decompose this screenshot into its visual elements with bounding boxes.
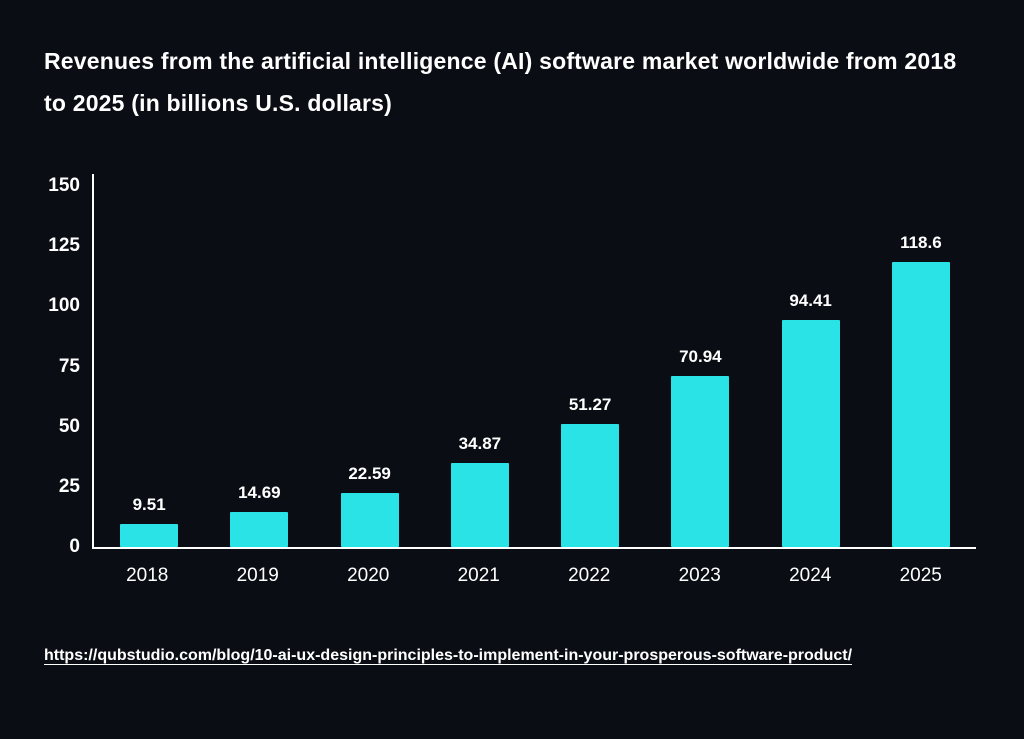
bar-value-label: 34.87 [458, 434, 502, 454]
bar-value-label: 70.94 [679, 347, 722, 367]
bar [671, 376, 730, 547]
x-axis-label: 2021 [457, 565, 500, 586]
y-axis-tick-label: 75 [58, 355, 80, 377]
x-axis-label: 2023 [678, 565, 721, 586]
x-axis-label: 2020 [347, 565, 390, 586]
y-axis-tick-label: 50 [58, 415, 80, 437]
bar [561, 423, 620, 547]
bar [120, 524, 179, 547]
bar-group: 22.59 [315, 186, 425, 547]
bar-group: 34.87 [425, 186, 535, 547]
bar-group: 51.27 [535, 186, 645, 547]
y-axis-tick-labels: 0 25 50 75 100 125 150 [44, 175, 92, 557]
bar-value-label: 22.59 [348, 463, 391, 483]
bar-value-label: 14.69 [238, 482, 281, 502]
x-axis-label: 2022 [568, 565, 611, 586]
bar-group: 94.41 [756, 186, 866, 547]
x-axis-labels: 2018 2019 2020 2021 2022 2023 2024 2025 [92, 565, 976, 587]
x-axis-label: 2025 [899, 565, 942, 586]
bar [781, 319, 840, 547]
bar-value-label: 94.41 [789, 290, 832, 310]
bar-group: 70.94 [645, 186, 755, 547]
y-axis-tick-label: 25 [58, 475, 80, 497]
bar-value-label: 51.27 [568, 394, 612, 414]
bar [450, 463, 509, 547]
plot-area: 9.51 14.69 22.59 34.87 51.27 70.94 94.41 118.6 [92, 174, 976, 549]
x-axis-label: 2018 [126, 565, 169, 586]
bar [230, 511, 289, 547]
bar-value-label: 9.51 [132, 495, 166, 515]
bar-group: 14.69 [204, 186, 314, 547]
bar-value-label: 118.6 [900, 232, 942, 252]
bar-group: 118.6 [866, 186, 976, 547]
bar-group: 9.51 [94, 186, 204, 547]
bar [340, 492, 399, 547]
y-axis-tick-label: 125 [48, 235, 80, 257]
bar [891, 261, 950, 547]
y-axis-tick-label: 100 [48, 295, 80, 317]
bar-chart: 0 25 50 75 100 125 150 9.51 14.69 22.59 34.87 51.2… [44, 174, 976, 587]
chart-title: Revenues from the artificial intelligenc… [44, 48, 957, 116]
x-axis-label: 2024 [789, 565, 832, 586]
y-axis-tick-label: 150 [48, 175, 80, 196]
plot-wrap: 9.51 14.69 22.59 34.87 51.27 70.94 94.41 118.6 … [92, 174, 976, 587]
x-axis-label: 2019 [236, 565, 279, 586]
y-axis-tick-label: 0 [69, 536, 80, 557]
source-link[interactable]: https://qubstudio.com/blog/10-ai-ux-desi… [44, 647, 853, 664]
